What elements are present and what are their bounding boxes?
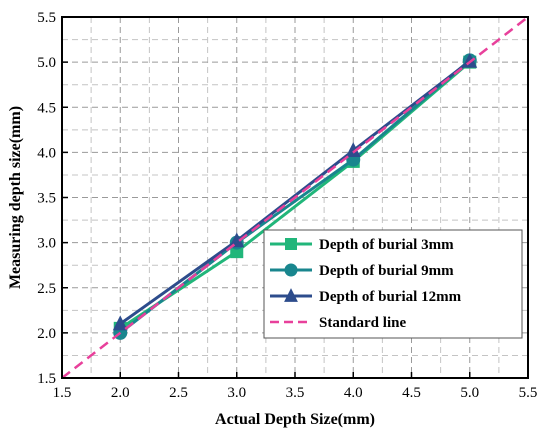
legend: Depth of burial 3mm Depth of burial 9mm De… (263, 229, 523, 339)
x-tick-label: 5.0 (460, 385, 479, 401)
circle-marker (284, 263, 298, 277)
legend-label: Standard line (319, 315, 406, 331)
x-tick-label: 1.5 (53, 385, 72, 401)
legend-item: Depth of burial 9mm (270, 263, 454, 279)
legend-item: Depth of burial 3mm (270, 237, 454, 253)
x-tick-label: 4.0 (344, 385, 363, 401)
x-tick-label: 2.5 (169, 385, 188, 401)
series-line (119, 60, 471, 326)
triangle-marker (229, 232, 245, 248)
square-marker (285, 238, 297, 250)
y-axis-title: Measuring depth size(mm) (7, 106, 24, 289)
legend-label: Depth of burial 3mm (319, 237, 454, 253)
legend-item: Depth of burial 12mm (270, 288, 462, 305)
triangle-marker (284, 288, 298, 302)
y-tick-label: 5.0 (37, 55, 56, 71)
y-tick-label: 3.5 (37, 191, 56, 207)
legend-label: Depth of burial 9mm (319, 263, 454, 279)
triangle-marker (345, 142, 361, 158)
series-line (61, 16, 529, 379)
series-3 (112, 52, 478, 331)
y-tick-label: 1.5 (37, 371, 56, 387)
triangle-marker (462, 52, 478, 68)
y-tick-label: 2.0 (37, 326, 56, 342)
legend-item: Standard line (270, 315, 406, 331)
axis-ticks: 1.5 2.0 2.5 3.0 3.5 4.0 4.5 5.0 5.5 1.5 2.0 2.5 3.0 3… (37, 10, 537, 401)
x-axis-title: Actual Depth Size(mm) (215, 411, 375, 428)
x-tick-label: 5.5 (519, 385, 538, 401)
legend-label: Depth of burial 12mm (319, 289, 462, 305)
y-tick-label: 2.5 (37, 281, 56, 297)
series-4 (61, 16, 529, 379)
y-tick-label: 5.5 (37, 10, 56, 26)
legend-box (263, 229, 523, 339)
triangle-marker (112, 315, 128, 331)
y-tick-label: 3.0 (37, 236, 56, 252)
x-tick-label: 3.0 (227, 385, 246, 401)
x-tick-label: 3.5 (286, 385, 305, 401)
y-tick-label: 4.5 (37, 100, 56, 116)
x-tick-label: 4.5 (402, 385, 421, 401)
series-layer (61, 16, 529, 379)
x-tick-label: 2.0 (111, 385, 130, 401)
y-tick-label: 4.0 (37, 145, 56, 161)
